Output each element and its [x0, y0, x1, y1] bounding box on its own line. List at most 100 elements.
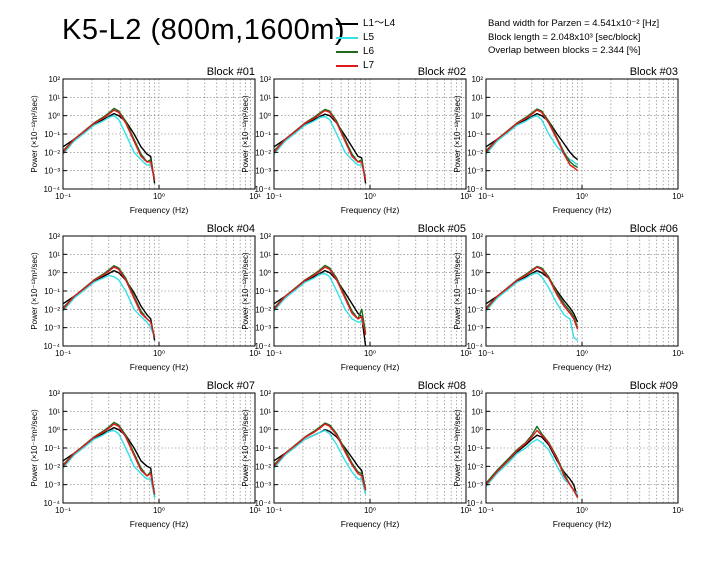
legend-label: L1〜L4 — [363, 18, 396, 29]
subplot: 10⁻⁴ 10⁻³ 10⁻² 10⁻¹ 10⁰ 10¹ 10² 10⁻¹ 10⁰ 10¹ Block… — [30, 223, 261, 372]
series-line — [485, 114, 579, 166]
x-tick-label: 10⁻¹ — [478, 192, 494, 201]
legend-item: L6 — [336, 45, 395, 59]
legend-label: L6 — [363, 46, 375, 57]
y-tick-label: 10⁰ — [471, 112, 483, 121]
x-tick-label: 10⁰ — [153, 506, 165, 515]
y-axis-label: Power (×10⁻¹²m²/sec) — [30, 95, 39, 173]
series-line — [485, 109, 579, 172]
series-line — [273, 429, 367, 495]
series-line — [62, 266, 156, 338]
y-tick-label: 10⁻² — [44, 462, 60, 471]
legend-swatch — [336, 65, 358, 67]
x-tick-label: 10⁰ — [364, 349, 376, 358]
x-axis-label: Frequency (Hz) — [553, 519, 612, 529]
x-tick-label: 10⁻¹ — [478, 506, 494, 515]
series-line — [62, 423, 156, 495]
legend-item: L7 — [336, 59, 395, 73]
x-tick-label: 10¹ — [672, 506, 684, 515]
x-tick-label: 10⁰ — [576, 506, 588, 515]
y-tick-label: 10¹ — [259, 93, 271, 102]
y-axis-label: Power (×10⁻¹²m²/sec) — [30, 252, 39, 330]
y-tick-label: 10¹ — [259, 407, 271, 416]
legend-swatch — [336, 23, 358, 25]
legend-swatch — [336, 37, 358, 39]
subplot: 10⁻⁴ 10⁻³ 10⁻² 10⁻¹ 10⁰ 10¹ 10² 10⁻¹ 10⁰ 10¹ Block… — [241, 66, 472, 215]
series-line — [62, 114, 156, 179]
y-tick-label: 10¹ — [471, 407, 483, 416]
subplot-title: Block #02 — [418, 66, 466, 78]
y-tick-label: 10⁻⁴ — [43, 342, 60, 351]
y-tick-label: 10⁻² — [255, 305, 271, 314]
y-tick-label: 10⁻³ — [44, 481, 60, 490]
y-tick-label: 10⁻² — [467, 148, 483, 157]
x-tick-label: 10⁰ — [153, 349, 165, 358]
x-tick-label: 10⁻¹ — [55, 506, 71, 515]
x-axis-label: Frequency (Hz) — [553, 362, 612, 372]
x-tick-label: 10⁻¹ — [478, 349, 494, 358]
y-tick-label: 10⁻³ — [467, 324, 483, 333]
y-tick-label: 10⁻² — [255, 462, 271, 471]
subplot: 10⁻⁴ 10⁻³ 10⁻² 10⁻¹ 10⁰ 10¹ 10² 10⁻¹ 10⁰ 10¹ Block… — [453, 66, 684, 215]
x-axis-label: Frequency (Hz) — [130, 519, 189, 529]
x-tick-label: 10¹ — [460, 506, 472, 515]
y-tick-label: 10¹ — [259, 250, 271, 259]
y-tick-label: 10⁰ — [48, 269, 60, 278]
y-tick-label: 10¹ — [48, 407, 60, 416]
x-tick-label: 10¹ — [672, 349, 684, 358]
subplot-title: Block #08 — [418, 380, 466, 392]
y-tick-label: 10⁻² — [44, 148, 60, 157]
y-tick-label: 10² — [471, 75, 483, 84]
series-line — [273, 115, 367, 177]
y-tick-label: 10⁻¹ — [255, 130, 271, 139]
series-line — [485, 266, 579, 330]
series-line — [485, 272, 579, 342]
y-tick-label: 10⁰ — [48, 426, 60, 435]
x-tick-label: 10⁰ — [364, 192, 376, 201]
subplot-title: Block #09 — [630, 380, 678, 392]
y-tick-label: 10⁻¹ — [44, 130, 60, 139]
x-axis-label: Frequency (Hz) — [341, 519, 400, 529]
x-axis-label: Frequency (Hz) — [553, 205, 612, 215]
parameter-line-overlap: Overlap between blocks = 2.344 [%] — [488, 45, 641, 56]
y-axis-label: Power (×10⁻¹²m²/sec) — [241, 409, 250, 487]
y-axis-label: Power (×10⁻¹²m²/sec) — [241, 95, 250, 173]
y-tick-label: 10² — [471, 232, 483, 241]
x-tick-label: 10¹ — [460, 192, 472, 201]
y-tick-label: 10⁻⁴ — [254, 342, 271, 351]
x-tick-label: 10⁻¹ — [266, 506, 282, 515]
series-line — [62, 429, 156, 498]
series-line — [273, 266, 367, 336]
y-tick-label: 10¹ — [48, 250, 60, 259]
figure-title: K5-L2 (800m,1600m) — [62, 14, 346, 46]
y-tick-label: 10¹ — [471, 93, 483, 102]
y-tick-label: 10² — [48, 389, 60, 398]
series-line — [273, 272, 367, 329]
x-axis-label: Frequency (Hz) — [130, 362, 189, 372]
y-axis-label: Power (×10⁻¹²m²/sec) — [453, 252, 462, 330]
y-tick-label: 10⁻³ — [255, 481, 271, 490]
parameter-block: Band width for Parzen = 4.541x10⁻² [Hz] … — [488, 17, 659, 58]
series-line — [273, 109, 367, 181]
y-tick-label: 10² — [471, 389, 483, 398]
x-tick-label: 10⁻¹ — [266, 349, 282, 358]
y-tick-label: 10¹ — [471, 250, 483, 259]
y-tick-label: 10⁻² — [467, 305, 483, 314]
subplot: 10⁻⁴ 10⁻³ 10⁻² 10⁻¹ 10⁰ 10¹ 10² 10⁻¹ 10⁰ 10¹ Block… — [453, 380, 684, 529]
y-tick-label: 10⁻² — [44, 305, 60, 314]
x-tick-label: 10¹ — [672, 192, 684, 201]
subplot-title: Block #06 — [630, 223, 678, 235]
y-tick-label: 10⁰ — [48, 112, 60, 121]
subplot: 10⁻⁴ 10⁻³ 10⁻² 10⁻¹ 10⁰ 10¹ 10² 10⁻¹ 10⁰ 10¹ Block… — [30, 66, 261, 215]
legend: L1〜L4 L5 L6 L7 — [336, 17, 395, 73]
x-axis-label: Frequency (Hz) — [341, 205, 400, 215]
subplot-title: Block #07 — [207, 380, 255, 392]
x-axis-label: Frequency (Hz) — [341, 362, 400, 372]
y-tick-label: 10² — [259, 75, 271, 84]
y-tick-label: 10⁻² — [467, 462, 483, 471]
y-tick-label: 10⁻¹ — [467, 130, 483, 139]
legend-label: L7 — [363, 60, 375, 71]
legend-label: L5 — [363, 32, 375, 43]
y-tick-label: 10⁻³ — [467, 481, 483, 490]
